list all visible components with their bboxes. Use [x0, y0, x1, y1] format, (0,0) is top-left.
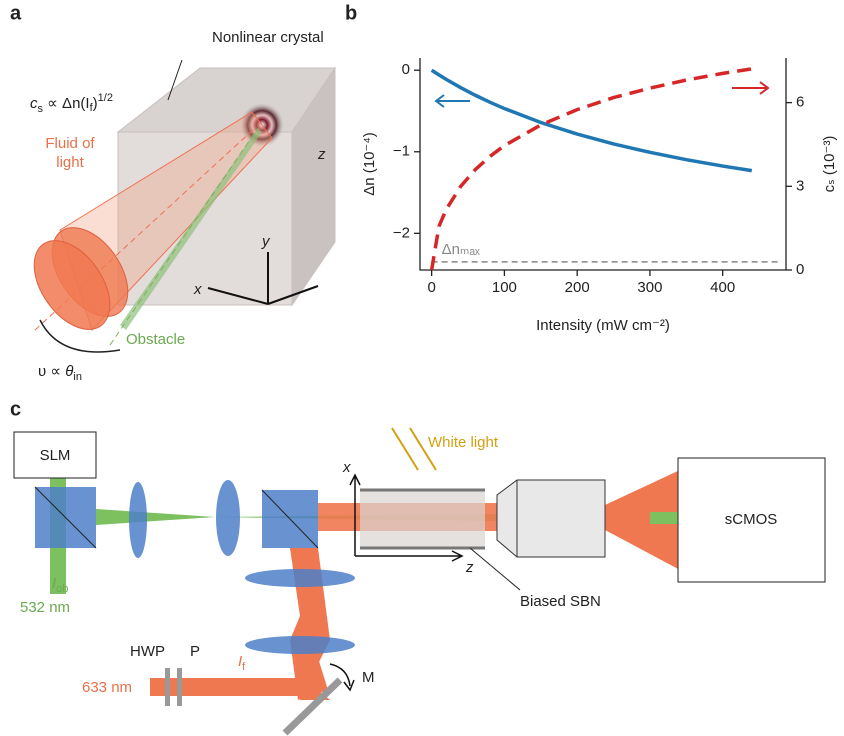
polarizer: [177, 668, 182, 706]
y2-tick-label: 3: [796, 177, 804, 194]
axis-label: x: [193, 281, 202, 298]
x-axis-label: Intensity (mW cm⁻²): [536, 317, 670, 334]
camera-label: sCMOS: [725, 511, 778, 528]
obstacle-label: Obstacle: [126, 331, 185, 348]
panel-b: b 0 100 200 300 400 −2 −1 0 0 3 6 Intensity (mW cm⁻…: [345, 2, 838, 334]
crystal-label: Biased SBN: [520, 593, 601, 610]
crystal-label: Nonlinear crystal: [212, 29, 324, 46]
white-light-label: White light: [428, 434, 499, 451]
y-tick-label: −2: [393, 224, 410, 241]
hwp: [165, 668, 170, 706]
lens: [129, 482, 147, 558]
panel-c: c SLM sCMOS White light x z Biased SBN I…: [10, 398, 825, 733]
axis-spines: [420, 58, 786, 270]
arrow: [436, 95, 470, 107]
crystal: [360, 490, 485, 548]
panel-label: a: [10, 2, 22, 24]
x-tick-label: 200: [565, 279, 590, 296]
objective: [497, 480, 605, 557]
x-tick-label: 400: [710, 279, 735, 296]
sound-speed: cs ∝ Δn(If)1/2: [30, 92, 113, 115]
reference-label: Δnₘₐₓ: [442, 241, 480, 258]
figure: a z y x Nonlinear crystal cs ∝ Δn(If)1/2…: [0, 0, 844, 736]
fluid-label: Fluid of: [45, 135, 95, 152]
lens: [245, 636, 355, 654]
y-tick-label: 0: [402, 61, 410, 78]
x-tick-label: 300: [637, 279, 662, 296]
slm-label: SLM: [40, 447, 71, 464]
series-line: [432, 70, 752, 170]
fluid-label: light: [56, 154, 84, 171]
axis-label: x: [342, 459, 351, 476]
arrow: [732, 82, 768, 94]
panel-a: a z y x Nonlinear crystal cs ∝ Δn(If)1/2…: [10, 2, 335, 383]
y2-axis-label: cₛ (10⁻³): [821, 136, 838, 193]
mirror-label: M: [362, 669, 375, 686]
y2-tick-label: 6: [796, 94, 804, 111]
y-axis-label: Δn (10⁻⁴): [361, 132, 378, 196]
axis-label: z: [465, 559, 474, 576]
lens: [216, 480, 240, 556]
green-beam: [650, 512, 680, 524]
red-beam: [150, 678, 315, 696]
wavelength-label: 532 nm: [20, 599, 70, 616]
panel-label: b: [345, 2, 357, 24]
wavelength-label: 633 nm: [82, 679, 132, 696]
axis-label: z: [317, 146, 326, 163]
lens: [245, 569, 355, 587]
y-tick-label: −1: [393, 143, 410, 160]
x-tick-label: 100: [492, 279, 517, 296]
velocity-label: υ ∝ θin: [38, 363, 82, 383]
polarizer-label: P: [190, 643, 200, 660]
beam-label: If: [238, 653, 246, 673]
x-tick-label: 0: [427, 279, 435, 296]
hwp-label: HWP: [130, 643, 165, 660]
green-beam: [96, 509, 215, 525]
leader: [470, 548, 520, 590]
panel-label: c: [10, 398, 21, 420]
y2-tick-label: 0: [796, 261, 804, 278]
